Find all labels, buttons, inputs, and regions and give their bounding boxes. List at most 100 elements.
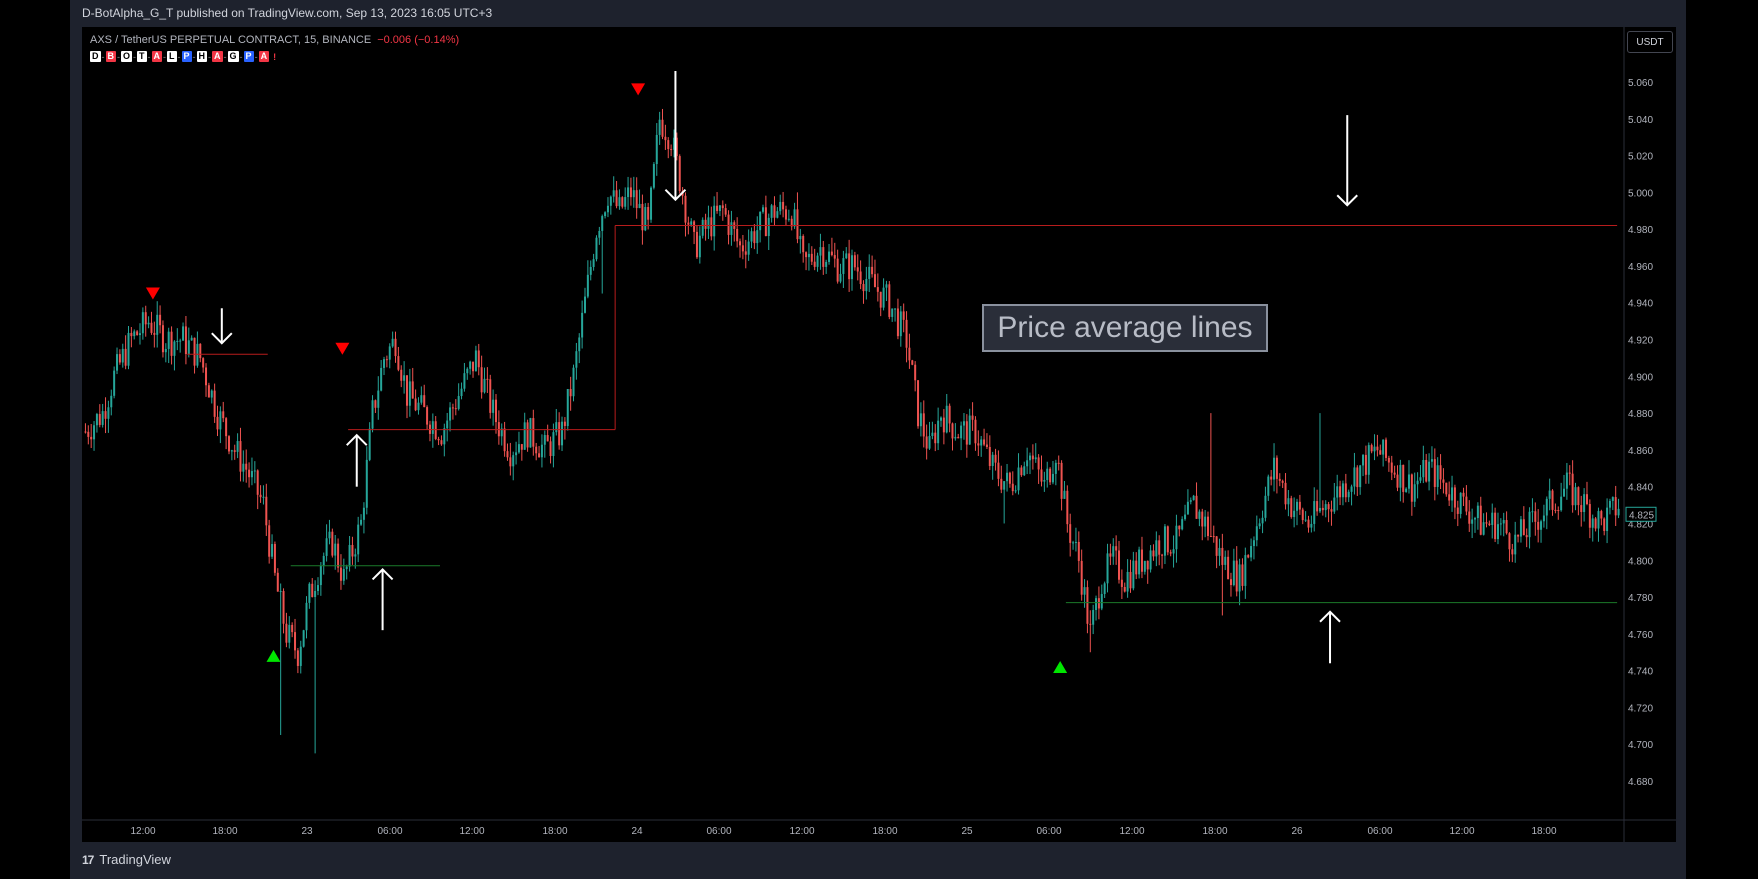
candle-body [1244, 555, 1247, 586]
y-axis-ticks[interactable]: 4.680 4.700 4.720 4.740 4.760 4.780 4.800 4.820… [1628, 78, 1653, 788]
tradingview-logo[interactable]: 17 TradingView [82, 852, 171, 867]
candle-body [1281, 480, 1284, 483]
candle-body [632, 190, 635, 198]
candle-body [1143, 560, 1146, 572]
candle-body [1023, 466, 1026, 476]
candle-body [1100, 594, 1103, 609]
candle-body [377, 390, 380, 408]
candle-body [489, 379, 492, 413]
indicator-legend[interactable]: D - B - O - T - A - L - P - H - A - G - P - A! [90, 51, 276, 62]
currency-button[interactable]: USDT [1627, 31, 1673, 53]
candle-body [509, 457, 512, 467]
candle-body [744, 251, 747, 255]
candle-body [1583, 494, 1586, 513]
candle-body [1321, 507, 1324, 511]
candle-body [1571, 473, 1574, 506]
candle-body [173, 341, 176, 356]
candle-body [1178, 525, 1181, 530]
candle-body [156, 314, 159, 335]
candle-body [250, 471, 253, 478]
candle-body [239, 441, 242, 472]
candle-body [928, 435, 931, 449]
symbol-name: AXS / TetherUS PERPETUAL CONTRACT, 15, B… [90, 34, 372, 46]
last-price-value: 4.825 [1629, 510, 1654, 521]
candle-body [437, 438, 440, 441]
candle-body [520, 444, 523, 450]
candle-body [1301, 509, 1304, 521]
candle-body [586, 274, 589, 297]
candle-body [95, 414, 98, 426]
candle-body [1611, 497, 1614, 501]
candle-body [362, 507, 365, 520]
candle-body [523, 422, 526, 450]
candle-body [219, 411, 222, 430]
candle-body [1373, 446, 1376, 452]
x-tick-label: 18:00 [872, 826, 897, 837]
indicator-badge: A [212, 51, 223, 62]
candle-body [1344, 483, 1347, 498]
candle-body [980, 439, 983, 446]
candle-body [1186, 501, 1189, 515]
candle-body [285, 623, 288, 643]
y-tick-label: 4.980 [1628, 225, 1653, 236]
candle-body [164, 348, 167, 353]
candle-body [271, 544, 274, 557]
candle-body [368, 428, 371, 460]
candle-body [753, 231, 756, 244]
candle-body [1293, 510, 1296, 518]
candle-body [1407, 474, 1410, 489]
candle-body [985, 444, 988, 447]
candle-body [1347, 491, 1350, 498]
candle-body [842, 258, 845, 274]
candle-body [403, 375, 406, 381]
candle-body [483, 378, 486, 393]
candle-body [1436, 465, 1439, 487]
candle-body [380, 367, 383, 391]
candle-body [997, 462, 1000, 479]
candle-body [1565, 472, 1568, 489]
candle-body [480, 367, 483, 393]
candle-body [1043, 480, 1046, 482]
candle-body [242, 463, 245, 472]
candle-body [830, 251, 833, 256]
candle-body [1115, 546, 1118, 551]
candle-body [101, 411, 104, 425]
down-arrow-head [1336, 194, 1358, 207]
indicator-separator: - [192, 51, 196, 62]
candle-body [627, 187, 630, 198]
candle-body [1158, 540, 1161, 555]
candle-body [110, 395, 113, 408]
candle-body [931, 432, 934, 436]
candle-body [859, 271, 862, 285]
candle-body [1519, 519, 1522, 537]
candle-body [1008, 472, 1011, 484]
candle-body [879, 291, 882, 308]
candle-body [1574, 487, 1577, 506]
candle-body [650, 187, 653, 220]
candle-body [1600, 511, 1603, 519]
candle-body [695, 231, 698, 258]
candle-body [526, 422, 529, 448]
candle-body [167, 331, 170, 349]
candle-body [1393, 472, 1396, 475]
candle-body [891, 308, 894, 317]
candle-body [334, 543, 337, 556]
candle-body [1402, 464, 1405, 492]
candle-body [583, 296, 586, 313]
candle-body [1207, 516, 1210, 537]
candle-body [121, 348, 124, 363]
x-axis-ticks[interactable]: 12:00 18:00 23 06:00 12:00 18:00 24 06:00 12:00 1… [130, 826, 1556, 837]
x-tick-label: 12:00 [1119, 826, 1144, 837]
candle-body [138, 333, 141, 336]
candle-body [618, 197, 621, 207]
candle-body [207, 385, 210, 398]
candle-body [693, 221, 696, 232]
symbol-legend[interactable]: AXS / TetherUS PERPETUAL CONTRACT, 15, B… [90, 34, 459, 46]
candle-body [741, 245, 744, 252]
candle-body [1608, 500, 1611, 508]
candle-body [1405, 488, 1408, 492]
candle-body [1307, 519, 1310, 528]
candle-body [701, 219, 704, 236]
candle-body [423, 395, 426, 408]
